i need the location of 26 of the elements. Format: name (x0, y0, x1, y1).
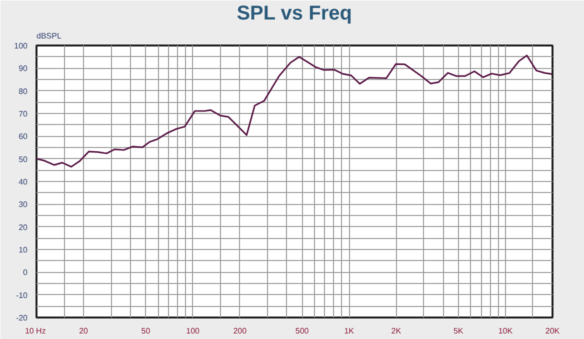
x-tick-label: 10K (498, 326, 514, 336)
x-tick-label: 200 (233, 326, 248, 336)
x-tick-label: 100 (186, 326, 200, 336)
y-tick-label: 40 (18, 178, 28, 186)
x-tick-label: 2K (391, 326, 402, 336)
y-tick-label: 10 (18, 246, 28, 254)
x-tick-label: 1K (344, 326, 355, 336)
y-tick-label: -20 (16, 314, 28, 322)
x-tick-label: 10 Hz (24, 326, 46, 336)
y-tick-label: 100 (14, 42, 28, 50)
y-tick-label: 30 (18, 200, 28, 210)
y-tick-label: 20 (18, 222, 28, 232)
y-tick-label: 90 (18, 64, 28, 74)
y-tick-label: -10 (16, 290, 28, 300)
x-tick-label: 50 (141, 326, 151, 336)
y-tick-label: 50 (18, 154, 28, 164)
y-axis-title: dBSPL (36, 32, 62, 40)
y-tick-label: 60 (18, 132, 28, 142)
x-tick-label: 500 (295, 326, 310, 336)
x-tick-label: 5K (453, 326, 464, 336)
y-tick-label: 0 (23, 268, 28, 278)
y-tick-label: 80 (18, 86, 28, 96)
x-tick-label: 20 (79, 326, 89, 336)
x-tick-label: 20K (545, 326, 560, 336)
chart-title: SPL vs Freq (236, 2, 352, 24)
y-tick-label: 70 (18, 110, 28, 118)
